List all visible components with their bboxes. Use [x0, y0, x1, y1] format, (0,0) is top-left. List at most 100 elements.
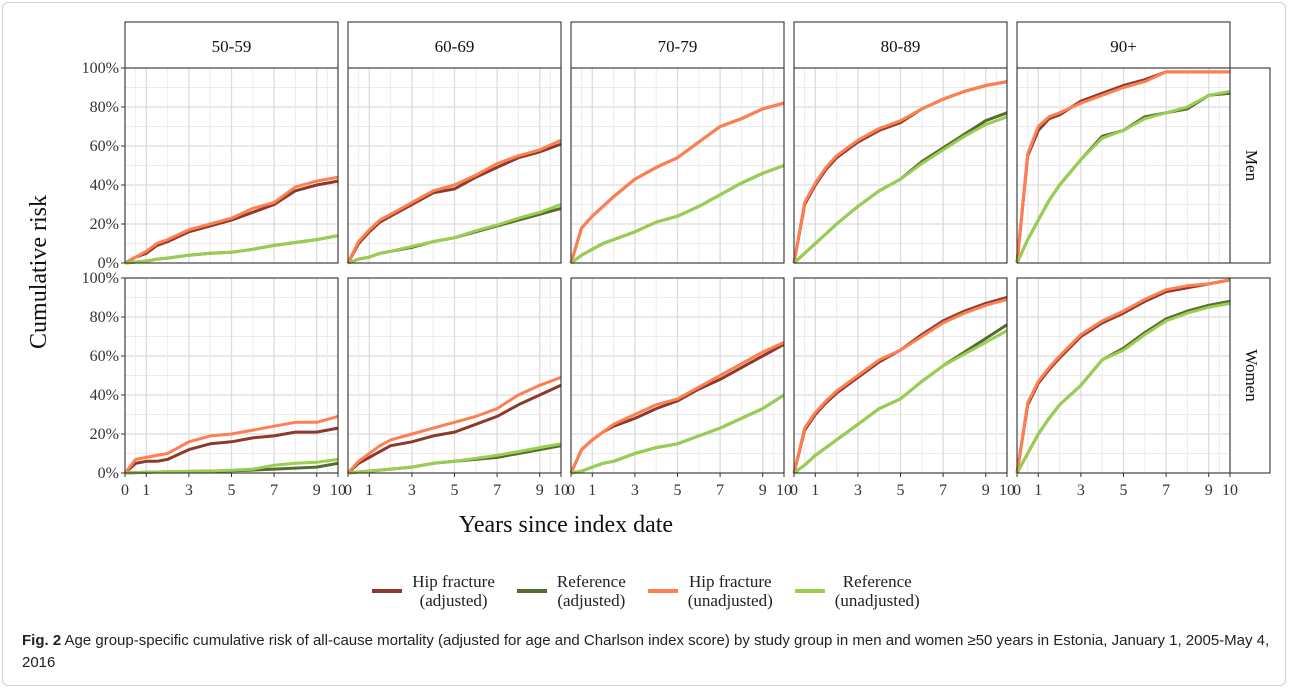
series-line-4 [1015, 301, 1231, 474]
panel-border [1016, 67, 1231, 264]
legend-label-line2: (unadjusted) [834, 591, 920, 610]
legend-item-1: Hip fracture (adjusted) [372, 572, 495, 610]
legend-swatch [516, 589, 547, 593]
series-line-3 [346, 138, 562, 264]
y-tick-label: 60% [90, 138, 119, 155]
legend-label-line1: Hip fracture [688, 572, 772, 591]
panel-men-90+ [1015, 67, 1231, 264]
legend-label: Reference (unadjusted) [835, 572, 920, 610]
panel-border [124, 67, 339, 264]
panels-group: 50-59 60-69 70-79 80-89 90+ Men Women 0% 20% 40% 6… [82, 21, 1271, 499]
x-tick-label: 5 [228, 482, 236, 499]
x-tick-label: 7 [493, 482, 501, 499]
legend-label: Hip fracture (unadjusted) [688, 572, 773, 610]
x-tick-label: 0 [567, 482, 575, 499]
x-tick-label: 5 [674, 482, 682, 499]
series-line-4 [570, 164, 785, 265]
x-tick-label: 9 [759, 482, 767, 499]
panel-men-80-89 [792, 67, 1008, 265]
x-tick-label: 3 [1077, 482, 1085, 499]
panel-border [793, 67, 1008, 264]
row-strip-label-Women: Women [1242, 349, 1261, 402]
series-line-3 [1015, 278, 1231, 474]
x-tick-label: 10 [553, 482, 569, 499]
x-tick-label: 7 [270, 482, 278, 499]
x-tick-label: 5 [451, 482, 459, 499]
series-line-3 [346, 375, 562, 475]
x-tick-label: 7 [939, 482, 947, 499]
series-line-3 [1015, 70, 1230, 264]
y-axis-label: Cumulative risk [26, 195, 52, 349]
strip-label-90+: 90+ [1110, 37, 1137, 56]
series-line-4 [570, 393, 785, 475]
x-tick-label: 0 [344, 482, 352, 499]
y-tick-label: 80% [90, 99, 119, 116]
x-tick-label: 3 [185, 482, 193, 499]
y-tick-label: 60% [90, 348, 119, 365]
legend-item-4: Reference (unadjusted) [794, 572, 920, 610]
legend-label-line1: Hip fracture [412, 572, 495, 591]
x-tick-label: 1 [1034, 482, 1042, 499]
series-line-3 [123, 414, 339, 474]
y-tick-label: 100% [82, 60, 119, 77]
x-tick-label: 9 [536, 482, 544, 499]
legend: Hip fracture (adjusted) Reference (adjusted… [0, 572, 1292, 610]
strip-70-79 [570, 21, 785, 69]
legend-swatch [794, 589, 825, 593]
legend-label-line2: (unadjusted) [687, 591, 773, 610]
x-tick-label: 5 [1120, 482, 1128, 499]
panel-women-50-59: 0% 20% 40% 60% 80% 100% 0 1 3 5 7 9 10 [82, 270, 346, 499]
y-tick-label: 20% [90, 426, 119, 443]
x-tick-label: 1 [588, 482, 596, 499]
x-tick-label: 9 [1205, 482, 1213, 499]
legend-label-line1: Reference [556, 572, 626, 591]
series-line-3 [569, 101, 785, 264]
panel-border [347, 67, 562, 264]
legend-swatch [647, 589, 678, 593]
x-tick-label: 7 [716, 482, 724, 499]
x-tick-label: 9 [313, 482, 321, 499]
x-tick-label: 1 [365, 482, 373, 499]
legend-swatch [372, 589, 403, 593]
panel-men-60-69 [346, 67, 562, 265]
x-tick-label: 7 [1162, 482, 1170, 499]
x-tick-label: 1 [811, 482, 819, 499]
strip-80-89 [793, 21, 1008, 69]
series-line-4 [124, 457, 339, 475]
series-line-1 [123, 426, 339, 475]
panel-women-90+: 0 1 3 5 7 9 10 [1013, 277, 1238, 499]
series-line-4 [347, 203, 562, 265]
legend-label: Reference (adjusted) [557, 572, 626, 610]
x-tick-label: 3 [631, 482, 639, 499]
faceted-line-chart: 50-59 60-69 70-79 80-89 90+ Men Women 0% 20% 40% 6… [26, 21, 1271, 538]
x-tick-label: 0 [121, 482, 129, 499]
y-tick-label: 0% [98, 465, 119, 482]
legend-item-2: Reference (adjusted) [516, 572, 626, 610]
series-line-4 [124, 234, 339, 265]
series-line-3 [792, 297, 1008, 474]
series-line-1 [124, 179, 339, 265]
strip-label-60-69: 60-69 [435, 37, 475, 56]
panel-men-70-79 [569, 67, 785, 265]
series-line-4 [793, 329, 1008, 475]
legend-label-line2: (adjusted) [557, 591, 626, 610]
series-line-4 [1015, 89, 1231, 264]
series-line-3 [569, 341, 785, 474]
caption-text: Age group-specific cumulative risk of al… [22, 632, 1270, 671]
series-line-3 [792, 80, 1008, 264]
legend-item-3: Hip fracture (unadjusted) [647, 572, 773, 610]
panel-border [570, 67, 785, 264]
y-tick-label: 0% [98, 255, 119, 272]
x-tick-label: 0 [1013, 482, 1021, 499]
x-tick-label: 10 [1222, 482, 1238, 499]
panel-women-60-69: 0 1 3 5 7 9 10 [344, 277, 569, 499]
x-axis-label: Years since index date [459, 512, 673, 538]
x-tick-label: 9 [982, 482, 990, 499]
x-tick-label: 10 [776, 482, 792, 499]
x-tick-label: 1 [142, 482, 150, 499]
strip-60-69 [347, 21, 562, 69]
strip-label-70-79: 70-79 [658, 37, 698, 56]
y-tick-label: 40% [90, 177, 119, 194]
x-tick-label: 3 [408, 482, 416, 499]
